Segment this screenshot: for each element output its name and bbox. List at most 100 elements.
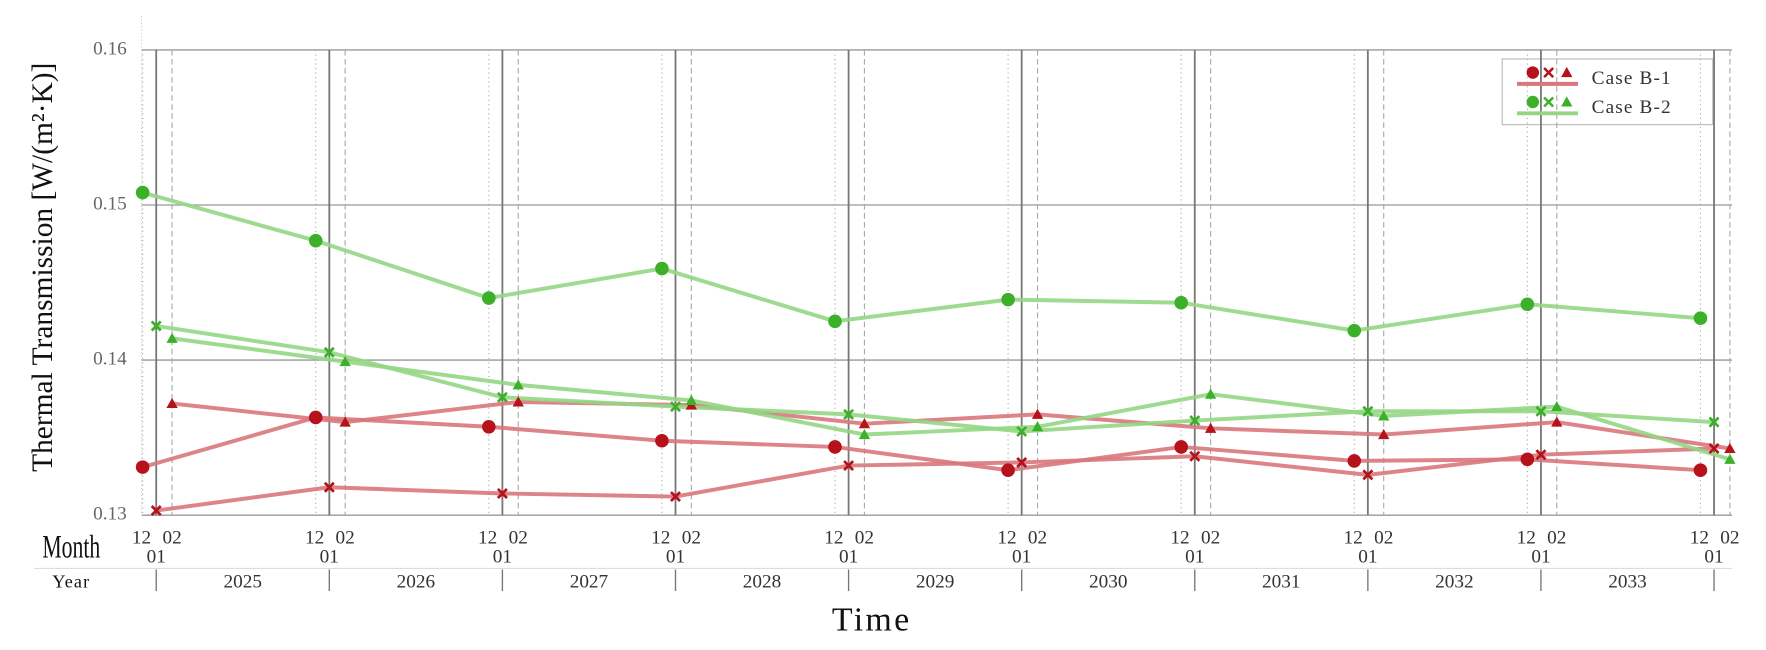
- y-tick-label: 0.16: [93, 38, 127, 59]
- legend-marker: [1543, 67, 1555, 78]
- data-point: [1001, 463, 1015, 478]
- month-tick-label: 02: [1374, 527, 1393, 548]
- data-point: [1724, 453, 1736, 464]
- month-tick-label: 12: [1690, 527, 1709, 548]
- month-tick-label: 01: [839, 547, 858, 568]
- month-tick-label: 12: [478, 527, 497, 548]
- data-point: [339, 416, 351, 427]
- y-axis-title: Thermal Transmission [W/(m²·K)]: [27, 63, 59, 472]
- data-point: [1189, 450, 1201, 462]
- year-label: 2032: [1435, 572, 1473, 593]
- month-tick-label: 12: [132, 527, 151, 548]
- legend-marker: [1543, 96, 1555, 108]
- data-point: [1520, 452, 1535, 467]
- month-tick-label: 02: [1547, 527, 1566, 548]
- month-tick-label: 02: [336, 527, 355, 548]
- data-point: [496, 487, 508, 499]
- year-label: 2027: [570, 572, 609, 593]
- month-tick-label: 12: [1344, 527, 1363, 548]
- year-label: 2031: [1262, 572, 1300, 593]
- data-point: [843, 460, 855, 472]
- data-point: [308, 410, 323, 425]
- data-point: [482, 419, 496, 434]
- data-point: [655, 261, 669, 276]
- month-tick-label: 12: [1170, 527, 1189, 548]
- data-point: [1535, 405, 1547, 417]
- data-point: [1693, 463, 1708, 478]
- month-tick-label: 01: [320, 547, 339, 568]
- month-tick-label: 01: [1704, 547, 1723, 568]
- month-tick-label: 01: [1012, 547, 1031, 568]
- year-label: 2029: [916, 572, 954, 593]
- data-point: [1031, 408, 1044, 419]
- data-point: [482, 291, 496, 305]
- month-tick-label: 01: [666, 547, 685, 568]
- series-line: [171, 399, 1731, 451]
- data-point: [1189, 415, 1201, 427]
- data-point: [1347, 323, 1362, 338]
- data-point: [135, 460, 150, 474]
- data-point: [323, 481, 335, 493]
- data-point: [1724, 442, 1736, 454]
- data-point: [150, 505, 162, 517]
- data-point: [1378, 428, 1390, 440]
- data-point: [1204, 422, 1217, 433]
- legend-marker: [1561, 96, 1573, 107]
- data-point: [1520, 297, 1535, 312]
- data-point: [1362, 469, 1374, 481]
- year-label: 2033: [1608, 572, 1646, 593]
- month-tick-label: 02: [162, 527, 181, 548]
- data-point: [512, 379, 524, 390]
- month-tick-label: 01: [493, 547, 512, 568]
- month-tick-label: 01: [1531, 547, 1550, 568]
- month-tick-label: 12: [305, 527, 324, 548]
- month-tick-label: 02: [1720, 527, 1739, 548]
- data-point: [1362, 405, 1374, 417]
- year-row-label: Year: [52, 571, 90, 591]
- month-tick-label: 02: [509, 527, 528, 548]
- data-point: [1016, 425, 1028, 437]
- data-point: [1204, 388, 1217, 399]
- data-point: [496, 391, 508, 403]
- data-point: [1693, 311, 1708, 326]
- series-line: [142, 415, 1701, 473]
- data-point: [655, 433, 669, 448]
- year-label: 2025: [224, 572, 262, 593]
- data-point: [1378, 410, 1390, 421]
- data-point: [828, 440, 842, 454]
- series-line: [142, 190, 1701, 333]
- y-tick-label: 0.14: [93, 349, 127, 370]
- month-tick-label: 12: [824, 527, 843, 548]
- year-label: 2030: [1089, 572, 1127, 593]
- series-line: [171, 336, 1731, 462]
- month-tick-label: 02: [1028, 527, 1047, 548]
- data-point: [1708, 416, 1720, 428]
- data-point: [1535, 449, 1547, 461]
- data-point: [858, 418, 871, 429]
- legend-label: Case B-2: [1592, 97, 1672, 118]
- legend-marker: [1526, 95, 1540, 109]
- data-point: [1016, 456, 1028, 468]
- month-tick-label: 12: [651, 527, 670, 548]
- data-point: [512, 396, 524, 407]
- data-point: [1551, 416, 1563, 427]
- data-point: [308, 233, 323, 248]
- data-point: [858, 428, 871, 440]
- data-point: [166, 397, 178, 409]
- data-point: [166, 332, 178, 343]
- legend-marker: [1526, 66, 1540, 79]
- month-tick-label: 02: [855, 527, 874, 548]
- data-point: [1174, 295, 1188, 310]
- data-point: [1551, 400, 1563, 412]
- data-point: [1001, 292, 1015, 307]
- month-tick-label: 12: [997, 527, 1016, 548]
- month-tick-label: 01: [1358, 547, 1377, 568]
- data-point: [1347, 454, 1362, 468]
- data-point: [339, 355, 351, 367]
- month-tick-label: 01: [147, 547, 166, 568]
- data-point: [1174, 440, 1188, 454]
- month-tick-label: 02: [682, 527, 701, 548]
- legend-marker: [1561, 66, 1573, 78]
